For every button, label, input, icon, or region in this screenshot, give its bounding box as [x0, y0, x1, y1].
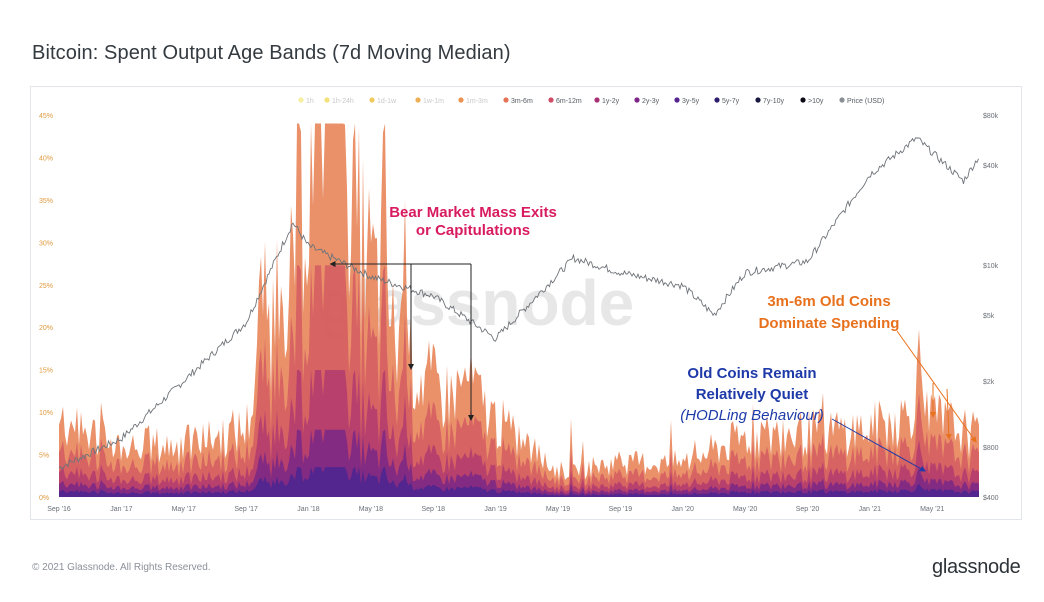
- legend-label: 3m-6m: [511, 98, 533, 105]
- legend: 1h 1h-24h 1d-1w 1w-1m 1m-3m 3m-6m 6m-12m 1y-2y 2…: [298, 97, 884, 105]
- chart-title: Bitcoin: Spent Output Age Bands (7d Movi…: [32, 42, 511, 64]
- y-right-tick-label: $10k: [983, 263, 999, 270]
- legend-label: 1d-1w: [377, 98, 397, 105]
- legend-swatch: [714, 97, 720, 103]
- y-right-tick-label: $80k: [983, 113, 999, 120]
- chart-panel: 1h 1h-24h 1d-1w 1w-1m 1m-3m 3m-6m 6m-12m 1y-2y 2…: [30, 86, 1022, 520]
- x-axis: Sep '16 Jan '17 May '17 Sep '17 Jan '18 May '…: [47, 506, 944, 513]
- x-tick-label: Sep '18: [421, 506, 445, 513]
- legend-label: 2y-3y: [642, 98, 660, 105]
- x-tick-label: Sep '19: [609, 506, 633, 513]
- legend-label: 1m-3m: [466, 98, 488, 105]
- annotation-arrows: [329, 261, 977, 472]
- y-left-tick-label: 25%: [39, 283, 53, 290]
- chart-svg: 1h 1h-24h 1d-1w 1w-1m 1m-3m 3m-6m 6m-12m 1y-2y 2…: [39, 97, 999, 513]
- legend-swatch: [369, 97, 375, 103]
- legend-label: 7y-10y: [763, 98, 785, 105]
- y-right-tick-label: $800: [983, 445, 999, 452]
- legend-swatch: [674, 97, 680, 103]
- x-tick-label: Jan '20: [672, 506, 694, 513]
- annotation-text: Dominate Spending: [759, 315, 900, 332]
- legend-item[interactable]: 1w-1m: [415, 97, 444, 105]
- legend-swatch: [548, 97, 554, 103]
- age-band-areas: [59, 123, 979, 497]
- y-left-tick-label: 40%: [39, 155, 53, 162]
- legend-swatch: [839, 97, 845, 103]
- y-right-tick-label: $40k: [983, 163, 999, 170]
- price-line: [58, 137, 979, 470]
- legend-item[interactable]: 1h: [298, 97, 314, 105]
- legend-swatch: [634, 97, 640, 103]
- y-left-tick-label: 0%: [39, 495, 49, 502]
- x-tick-label: Sep '20: [796, 506, 820, 513]
- x-tick-label: Jan '19: [484, 506, 506, 513]
- legend-label: 6m-12m: [556, 98, 582, 105]
- y-axis-right: $400 $800 $2k $5k $10k $40k $80k: [983, 113, 999, 502]
- legend-item[interactable]: 3y-5y: [674, 97, 700, 105]
- legend-item[interactable]: 7y-10y: [755, 97, 785, 105]
- legend-label: >10y: [808, 98, 824, 105]
- legend-item[interactable]: 1y-2y: [594, 97, 620, 105]
- x-tick-label: Sep '17: [234, 506, 258, 513]
- y-left-tick-label: 45%: [39, 113, 53, 120]
- legend-swatch: [800, 97, 806, 103]
- annotation-text: Bear Market Mass Exits: [389, 204, 557, 221]
- annotation-arrow: [945, 388, 952, 440]
- age-band-area: [59, 429, 979, 497]
- annotation-text: Old Coins Remain: [687, 365, 816, 382]
- x-tick-label: May '20: [733, 506, 757, 513]
- annotation-text: (HODLing Behaviour): [680, 407, 823, 424]
- legend-label: 1w-1m: [423, 98, 444, 105]
- x-tick-label: May '19: [546, 506, 570, 513]
- y-left-tick-label: 30%: [39, 240, 53, 247]
- x-tick-label: May '21: [920, 506, 944, 513]
- legend-label: 5y-7y: [722, 98, 740, 105]
- legend-label: Price (USD): [847, 98, 884, 105]
- x-tick-label: Jan '18: [297, 506, 319, 513]
- copyright-footer: © 2021 Glassnode. All Rights Reserved.: [32, 562, 211, 573]
- y-left-tick-label: 10%: [39, 410, 53, 417]
- legend-label: 3y-5y: [682, 98, 700, 105]
- legend-swatch: [458, 97, 464, 103]
- legend-item[interactable]: 1m-3m: [458, 97, 488, 105]
- x-tick-label: Sep '16: [47, 506, 71, 513]
- x-tick-label: May '17: [172, 506, 196, 513]
- legend-item[interactable]: >10y: [800, 97, 824, 105]
- legend-label: 1h: [306, 98, 314, 105]
- legend-label: 1h-24h: [332, 98, 354, 105]
- y-left-tick-label: 15%: [39, 368, 53, 375]
- legend-label: 1y-2y: [602, 98, 620, 105]
- legend-item[interactable]: 5y-7y: [714, 97, 740, 105]
- annotation-text: Relatively Quiet: [696, 386, 809, 403]
- legend-item[interactable]: 6m-12m: [548, 97, 582, 105]
- y-axis-left: 0% 5% 10% 15% 20% 25% 30% 35% 40% 45%: [39, 113, 53, 502]
- legend-swatch: [298, 97, 304, 103]
- annotation-text: 3m-6m Old Coins: [767, 293, 890, 310]
- legend-item[interactable]: 1d-1w: [369, 97, 397, 105]
- legend-item[interactable]: 1h-24h: [324, 97, 354, 105]
- y-left-tick-label: 35%: [39, 198, 53, 205]
- legend-item[interactable]: Price (USD): [839, 97, 884, 105]
- annotation-arrow: [896, 330, 977, 443]
- y-right-tick-label: $5k: [983, 313, 995, 320]
- legend-item[interactable]: 2y-3y: [634, 97, 660, 105]
- y-left-tick-label: 5%: [39, 453, 49, 460]
- y-right-tick-label: $400: [983, 495, 999, 502]
- legend-swatch: [755, 97, 761, 103]
- x-tick-label: Jan '17: [110, 506, 132, 513]
- brand-logo: glassnode: [932, 556, 1021, 578]
- y-right-tick-label: $2k: [983, 379, 995, 386]
- annotation-text: or Capitulations: [416, 222, 530, 239]
- legend-swatch: [324, 97, 330, 103]
- y-left-tick-label: 20%: [39, 325, 53, 332]
- legend-swatch: [415, 97, 421, 103]
- x-tick-label: Jan '21: [859, 506, 881, 513]
- legend-item[interactable]: 3m-6m: [503, 97, 533, 105]
- age-band-area: [59, 467, 979, 497]
- legend-swatch: [503, 97, 509, 103]
- annotation-arrow: [831, 418, 926, 472]
- legend-swatch: [594, 97, 600, 103]
- x-tick-label: May '18: [359, 506, 383, 513]
